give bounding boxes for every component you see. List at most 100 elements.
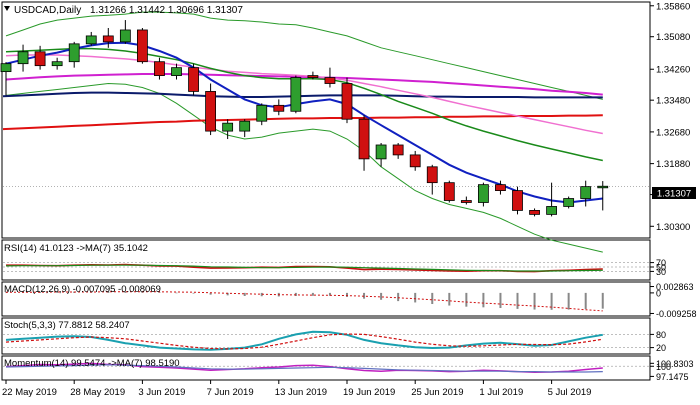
candle-body-bull [290, 77, 302, 112]
candle [17, 44, 29, 72]
overlay-bb-lower [5, 82, 603, 253]
candle [68, 41, 80, 68]
candle-body-bull [119, 29, 131, 43]
candle-body-bear [512, 190, 523, 211]
tick-label: 70 [656, 258, 666, 268]
price-candles [0, 20, 609, 217]
candle-body-bull [0, 63, 12, 73]
time-tick-label: 19 Jun 2019 [343, 387, 395, 398]
macd-histogram-bar [431, 292, 434, 304]
price-tick-label: 1.35080 [656, 32, 690, 43]
macd-histogram-bar [346, 292, 348, 297]
candle [563, 196, 575, 209]
time-tick-label: 25 Jun 2019 [411, 387, 463, 398]
current-price-box [652, 187, 696, 199]
candle-body-bear [341, 83, 353, 120]
time-axis: 22 May 2019 28 May 2019 3 Jun 2019 7 Jun 20… [2, 380, 591, 398]
candle-body-bull [597, 185, 609, 189]
candle [273, 99, 285, 116]
candle-body-bull [256, 104, 268, 122]
candle-body-bear [426, 166, 438, 184]
candle-body-bull [580, 186, 592, 199]
candle-body-bear [273, 104, 285, 112]
candle [392, 143, 404, 159]
candle-body-bull [222, 122, 234, 132]
candle [136, 27, 148, 64]
macd-histogram-bar [465, 292, 468, 307]
macd-histogram-bar [363, 292, 366, 299]
candle [460, 196, 472, 205]
candle-body-bear [324, 77, 336, 84]
candle [256, 103, 268, 126]
candle-body-bull [546, 206, 557, 215]
macd-histogram-bar [311, 292, 314, 296]
candle-body-bull [563, 198, 575, 207]
time-tick-label: 22 May 2019 [2, 387, 57, 398]
macd-histogram-bar [584, 292, 587, 310]
candle-body-bull [375, 144, 387, 160]
candle-body-bear [529, 210, 540, 215]
candle-body-bull [171, 67, 182, 76]
tick-label: 0 [656, 288, 661, 298]
candle-body-bull [17, 51, 29, 65]
macd-histogram-bar [243, 292, 246, 296]
price-tick-label: 1.34260 [656, 65, 690, 76]
macd-histogram-bar [414, 292, 417, 303]
candle [205, 83, 217, 136]
tick-label: 100.8303 [656, 359, 694, 369]
macd-histogram-bar [260, 292, 263, 297]
candle-body-bear [392, 144, 404, 156]
rsi-title: RSI(14) 41.0123 ->MA(7) 35.1042 [4, 243, 148, 254]
overlay-ma-navy [2, 91, 603, 99]
candle-body-bear [188, 67, 199, 92]
candle [51, 57, 63, 70]
overlay-ma-magenta [5, 73, 603, 96]
time-tick-label: 7 Jun 2019 [207, 387, 254, 398]
candle-body-bear [136, 29, 148, 63]
candle-body-bear [443, 182, 455, 201]
price-tick-label: 1.30300 [656, 222, 690, 233]
momentum-title: Momentum(14) 99.5474 ->MA(7) 98.5190 [4, 358, 180, 369]
candle [375, 143, 387, 167]
macd-signal-line [6, 291, 603, 312]
price-tick-label: 1.33480 [656, 96, 690, 107]
macd-histogram-bar [158, 292, 161, 293]
macd-title: MACD(12,26,9) -0.007095 -0.008069 [4, 284, 161, 295]
candle [171, 63, 182, 80]
candle-body-bull [85, 35, 97, 45]
series-line-0 [5, 330, 603, 351]
ohlc-values: 1.31266 1.31442 1.30696 1.31307 [90, 5, 243, 16]
candle-body-bull [239, 120, 251, 132]
chart-header: USDCAD,Daily 1.31266 1.31442 1.30696 1.3… [4, 5, 243, 16]
collapse-triangle-icon[interactable] [4, 6, 10, 11]
time-tick-label: 28 May 2019 [70, 387, 125, 398]
overlay-ma-red [2, 114, 603, 131]
price-panel-frame [1, 1, 651, 239]
momentum-panel-frame [1, 355, 651, 381]
candle [0, 62, 12, 96]
candle [34, 45, 46, 70]
candle [495, 180, 506, 195]
candle [154, 57, 165, 80]
tick-label: -0.009258 [656, 309, 697, 319]
current-price-text: 1.31307 [657, 189, 691, 200]
macd-histogram-bar [328, 292, 331, 296]
candle-body-bear [307, 75, 319, 78]
candle [443, 180, 455, 203]
macd-histogram-bar [209, 292, 212, 295]
overlay-ma-pink [5, 54, 603, 135]
current-price-label: 1.31307 [652, 187, 696, 200]
macd-histogram-bar [175, 292, 178, 294]
overlay-ma-green [5, 47, 603, 162]
macd-histogram-bar [380, 292, 383, 300]
candle-body-bear [154, 61, 165, 76]
symbol-label: USDCAD,Daily [14, 5, 81, 16]
time-tick-label: 1 Jul 2019 [479, 387, 523, 398]
macd-histogram-bar [533, 292, 536, 310]
candle-body-bear [205, 91, 217, 132]
